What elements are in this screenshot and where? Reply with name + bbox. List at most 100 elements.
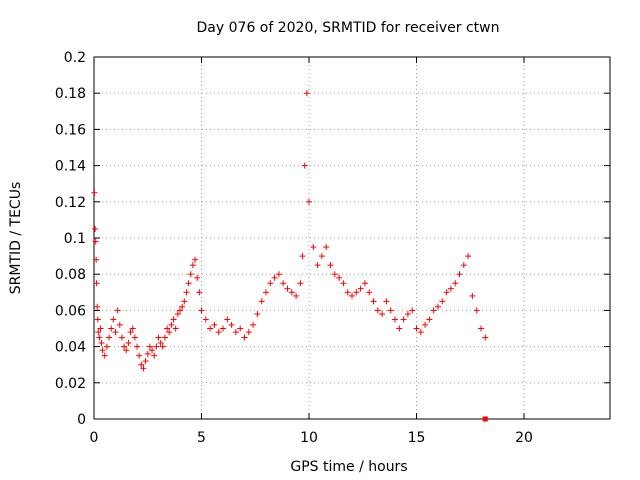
y-tick-label: 0.08: [55, 267, 86, 283]
data-point: [306, 198, 312, 205]
data-point: [142, 358, 149, 365]
data-point: [91, 189, 98, 196]
data-point: [435, 303, 441, 310]
data-point: [151, 352, 158, 359]
data-point: [179, 303, 186, 310]
data-point: [430, 307, 437, 314]
data-point: [340, 280, 347, 287]
data-point: [146, 343, 153, 350]
data-point: [443, 289, 450, 296]
data-point: [469, 292, 476, 299]
data-point: [228, 321, 235, 328]
x-tick-label: 15: [408, 430, 426, 446]
data-point: [460, 262, 467, 269]
data-point: [211, 321, 218, 328]
data-point: [129, 325, 136, 332]
data-point: [94, 303, 101, 310]
data-point: [482, 334, 489, 341]
data-point: [245, 329, 252, 336]
data-point: [185, 280, 192, 287]
data-point: [297, 280, 304, 287]
data-point: [267, 280, 274, 287]
data-point: [361, 280, 368, 287]
data-point: [159, 343, 166, 350]
y-tick-label: 0: [77, 412, 86, 428]
data-point: [215, 329, 222, 336]
y-axis-label: SRMTID / TECUs: [8, 182, 24, 295]
data-point: [254, 311, 261, 318]
data-point: [417, 329, 424, 336]
data-point: [241, 334, 248, 341]
data-point: [123, 347, 130, 354]
data-point: [99, 347, 106, 354]
data-point: [196, 289, 203, 296]
y-tick-label: 0.06: [55, 303, 86, 319]
data-point: [110, 316, 117, 323]
y-tick-label: 0.14: [55, 159, 86, 175]
data-point: [164, 325, 171, 332]
x-tick-label: 20: [515, 430, 533, 446]
data-point: [478, 325, 484, 332]
data-point: [112, 329, 119, 336]
data-point: [149, 347, 156, 354]
data-point: [323, 244, 330, 251]
data-point: [439, 298, 446, 305]
x-tick-label: 0: [90, 430, 99, 446]
y-tick-label: 0.16: [55, 122, 86, 138]
data-point: [202, 316, 209, 323]
data-point: [280, 280, 287, 287]
data-point: [404, 311, 411, 318]
y-tick-label: 0.1: [64, 231, 86, 247]
data-point: [383, 298, 390, 305]
data-point: [263, 289, 269, 296]
data-points: [91, 90, 489, 422]
data-point: [422, 321, 429, 328]
data-point: [181, 298, 188, 305]
grid-lines: [94, 57, 610, 419]
data-point: [331, 271, 338, 278]
data-point: [140, 365, 147, 372]
data-point: [161, 334, 168, 341]
data-point: [288, 289, 295, 296]
y-tick-label: 0.12: [55, 195, 86, 211]
data-point: [127, 329, 134, 336]
data-point: [314, 262, 321, 269]
data-point: [170, 316, 177, 323]
data-point: [116, 321, 123, 328]
data-point: [473, 307, 480, 314]
data-point: [134, 343, 140, 350]
x-tick-label: 5: [197, 430, 206, 446]
data-point: [187, 271, 194, 278]
data-point: [172, 325, 179, 332]
data-point: [224, 316, 231, 323]
data-point: [95, 329, 102, 336]
data-point: [275, 271, 282, 278]
data-point-square: [482, 416, 488, 422]
data-point: [136, 352, 143, 359]
data-point: [379, 311, 386, 318]
data-point: [118, 334, 125, 341]
data-point: [396, 325, 403, 332]
data-point: [97, 325, 104, 332]
y-tick-label: 0.18: [55, 86, 86, 102]
data-point: [349, 292, 355, 299]
data-point: [353, 289, 360, 296]
data-point: [114, 307, 121, 314]
data-point: [258, 298, 265, 305]
data-point: [198, 307, 205, 314]
data-point: [108, 325, 115, 332]
data-point: [400, 316, 407, 323]
data-point: [194, 274, 201, 281]
data-point: [327, 262, 334, 269]
data-point: [284, 285, 291, 292]
data-point: [106, 334, 113, 341]
data-point: [94, 316, 101, 323]
data-point: [183, 289, 190, 296]
data-point: [207, 325, 214, 332]
data-point: [387, 307, 394, 314]
x-tick-label: 10: [300, 430, 318, 446]
data-point: [344, 289, 351, 296]
data-point: [121, 343, 128, 350]
data-point: [250, 321, 257, 328]
